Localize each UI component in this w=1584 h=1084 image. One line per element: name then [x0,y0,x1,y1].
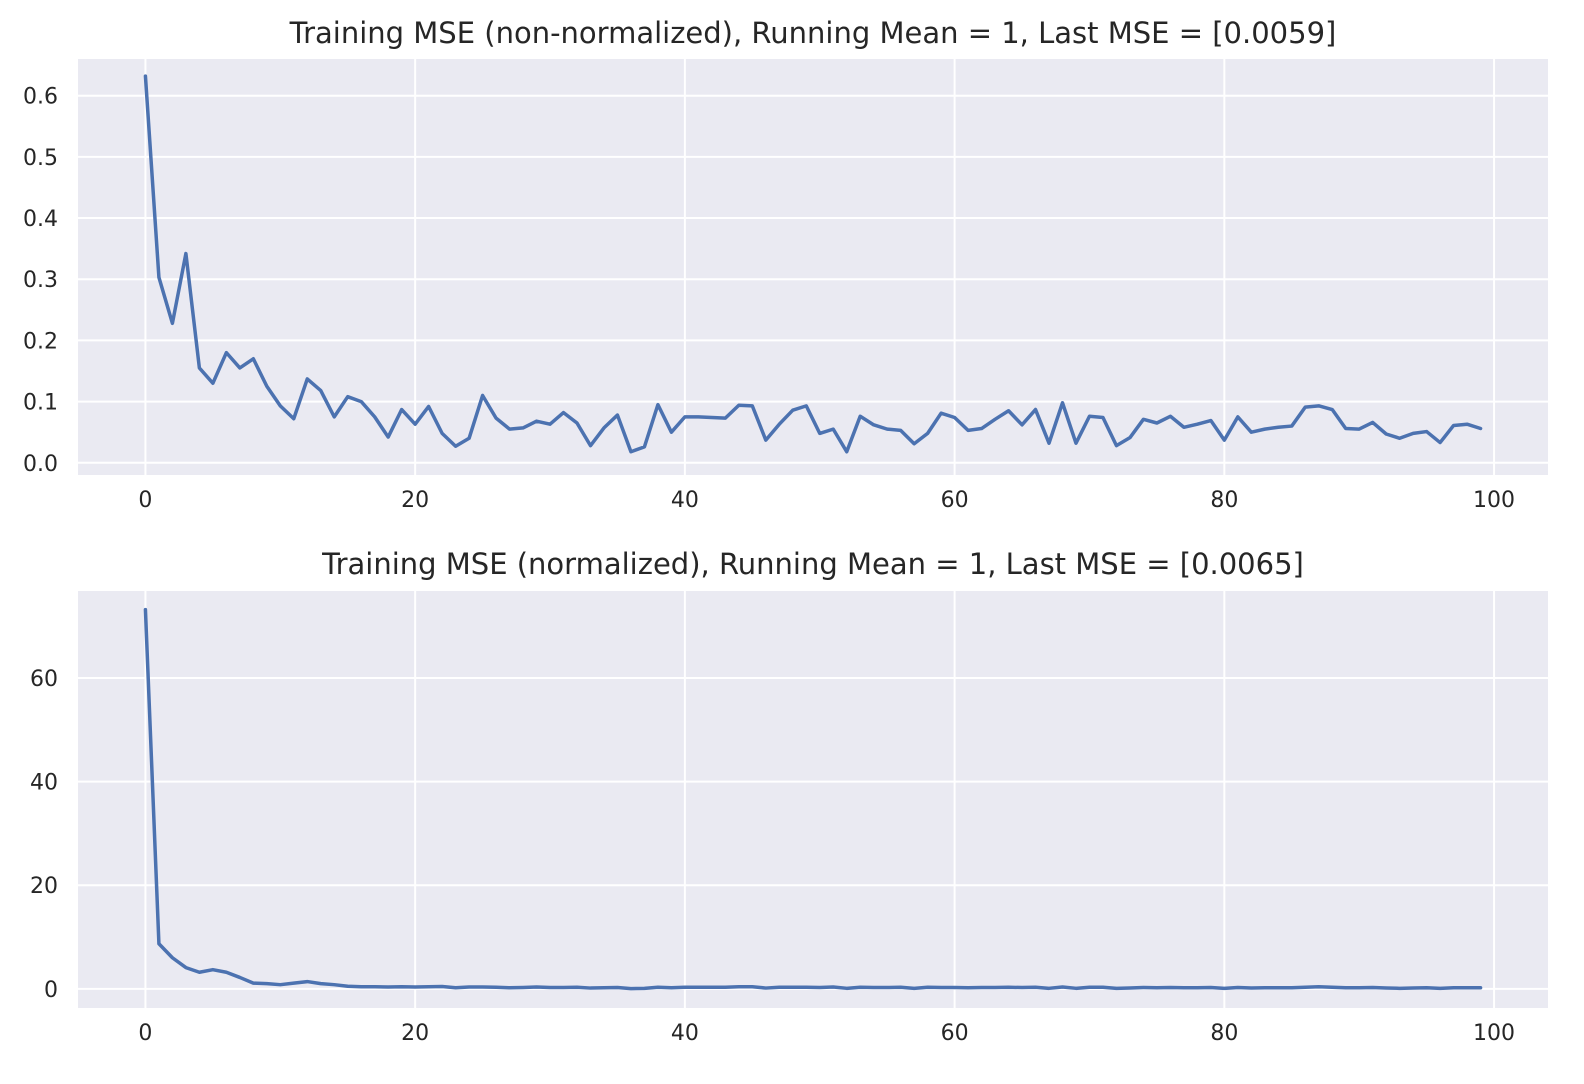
chart-panel-2: Training MSE (normalized), Running Mean … [30,547,1548,1046]
chart-panel-1: Training MSE (non-normalized), Running M… [23,16,1548,513]
x-tick-label: 0 [138,488,152,513]
x-tick-label: 60 [941,1021,969,1046]
y-tick-label: 0.3 [23,268,58,293]
y-tick-label: 0.4 [23,207,58,232]
x-tick-label: 100 [1473,488,1515,513]
chart-title-2: Training MSE (normalized), Running Mean … [321,547,1304,581]
plot-area [78,591,1548,1008]
series-line [143,607,1483,991]
series-line [143,74,1483,454]
y-tick-label: 0.5 [23,146,58,171]
y-tick-label: 0.2 [23,329,58,354]
y-tick-label: 40 [30,771,58,796]
y-tick-label: 60 [30,667,58,692]
x-tick-label: 60 [941,488,969,513]
x-tick-label: 20 [401,488,429,513]
y-tick-label: 0.0 [23,452,58,477]
y-tick-label: 0.1 [23,391,58,416]
y-tick-label: 20 [30,874,58,899]
x-tick-label: 80 [1210,1021,1238,1046]
y-tick-label: 0.6 [23,85,58,110]
x-tick-label: 40 [671,1021,699,1046]
x-tick-label: 80 [1210,488,1238,513]
chart-title-1: Training MSE (non-normalized), Running M… [289,16,1337,50]
plot-area [78,59,1548,475]
y-tick-label: 0 [44,978,58,1003]
x-tick-label: 0 [138,1021,152,1046]
x-tick-label: 100 [1473,1021,1515,1046]
x-tick-label: 20 [401,1021,429,1046]
x-tick-label: 40 [671,488,699,513]
